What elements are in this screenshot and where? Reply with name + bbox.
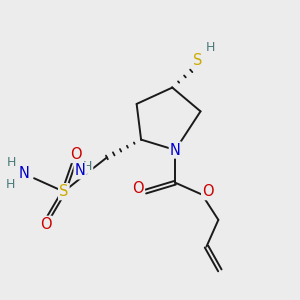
Text: H: H bbox=[6, 178, 15, 191]
Text: O: O bbox=[40, 217, 52, 232]
Text: N: N bbox=[170, 142, 181, 158]
Text: H: H bbox=[83, 160, 92, 173]
Text: O: O bbox=[202, 184, 214, 199]
Text: H: H bbox=[7, 156, 16, 169]
Text: H: H bbox=[206, 41, 216, 54]
Text: S: S bbox=[193, 53, 202, 68]
Text: O: O bbox=[132, 181, 144, 196]
Text: S: S bbox=[59, 184, 68, 199]
Text: N: N bbox=[75, 163, 86, 178]
Text: N: N bbox=[18, 166, 29, 181]
Text: O: O bbox=[70, 147, 82, 162]
